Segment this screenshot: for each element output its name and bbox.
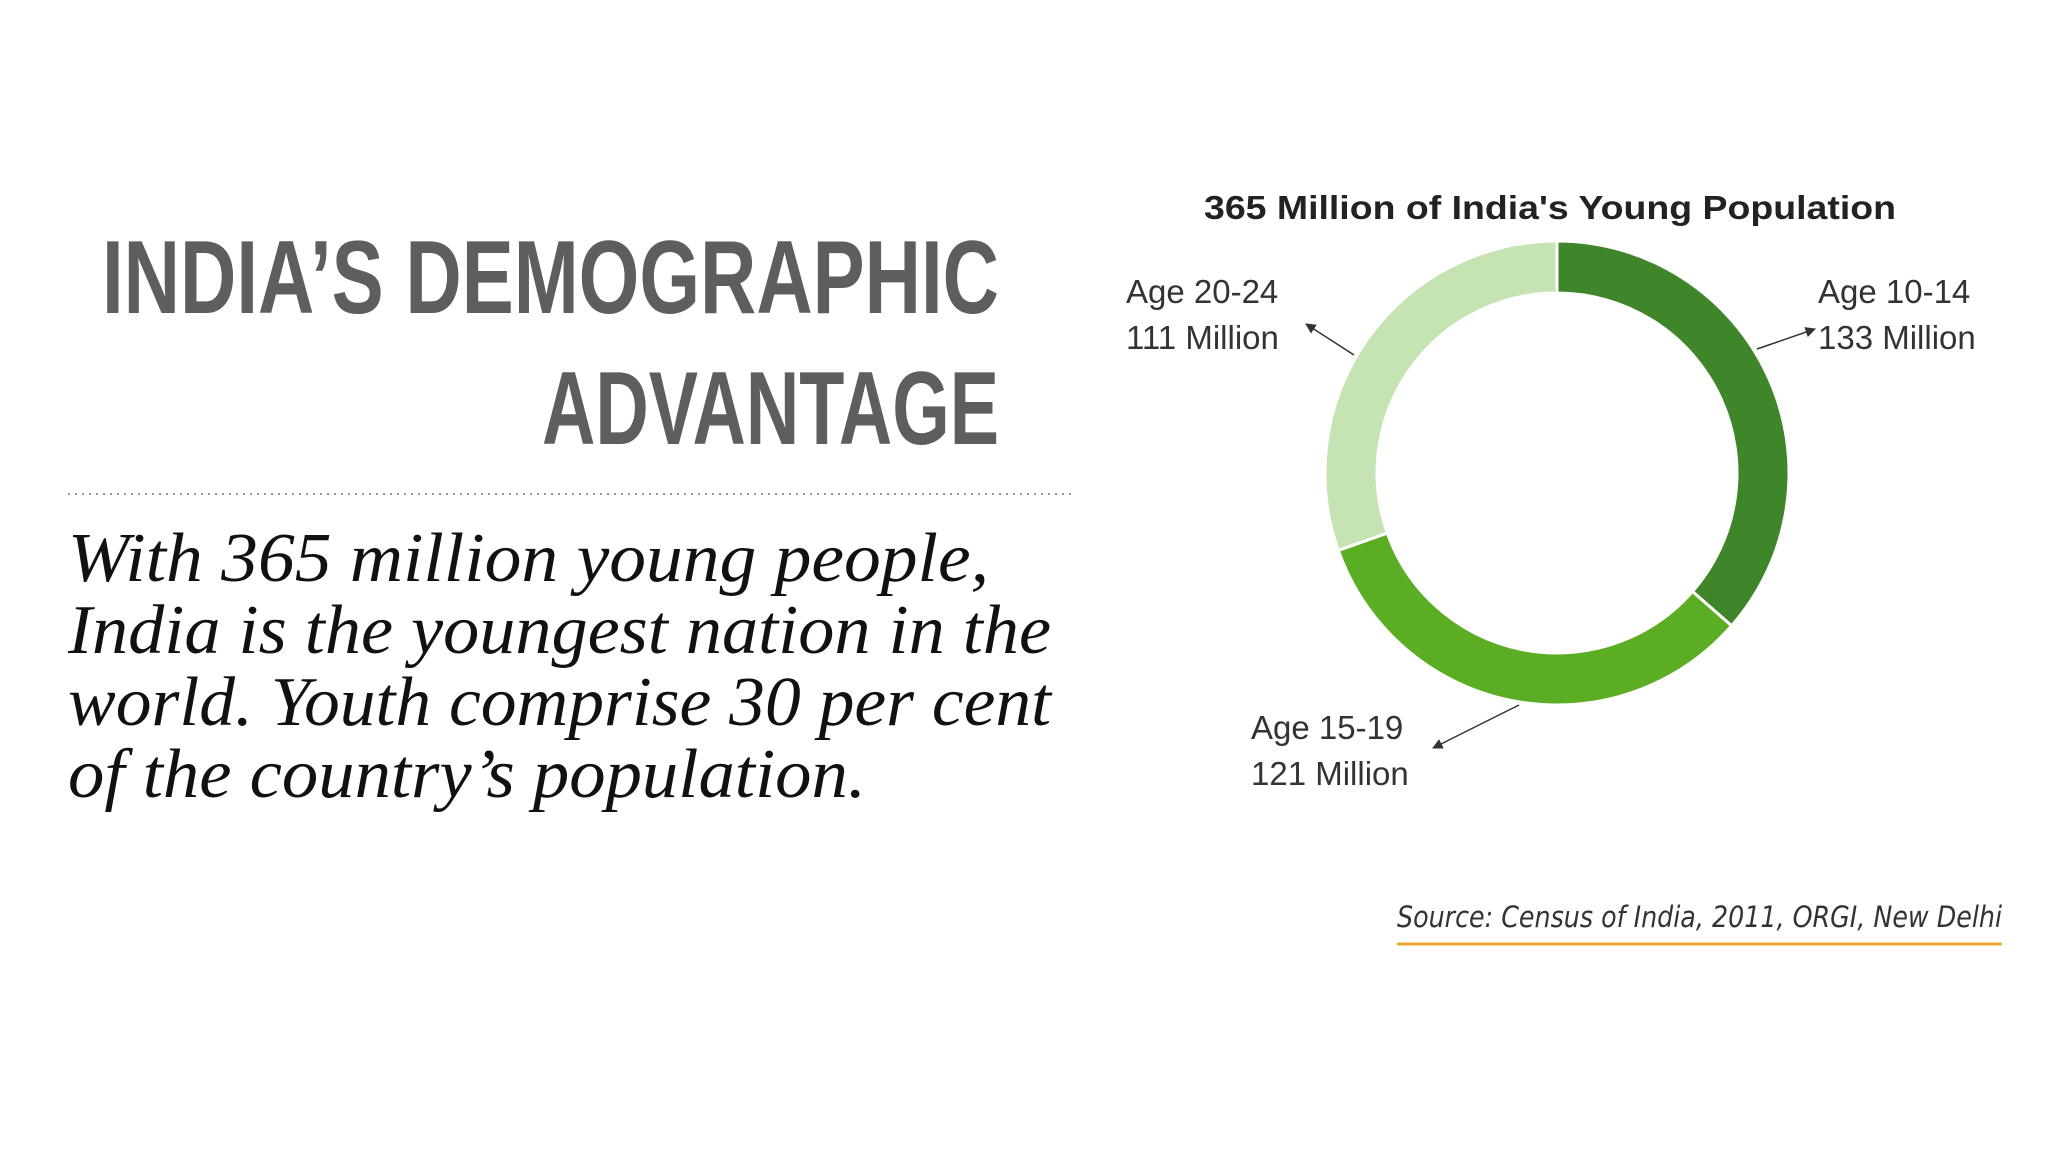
slide-title: INDIA’S DEMOGRAPHIC: [102, 220, 999, 336]
source: Source: Census of India, 2011, ORGI, New…: [1397, 900, 2002, 934]
value-label: 111 Million: [1126, 319, 1279, 356]
leader-arrow: [1305, 323, 1355, 356]
leader-arrow: [1432, 704, 1520, 749]
segment-label: Age 15-19: [1251, 709, 1403, 746]
donut-segment: [1323, 239, 1559, 553]
donut-segment: [1336, 531, 1734, 707]
segment-label: Age 10-14: [1818, 273, 1970, 310]
leader-arrow: [1756, 327, 1816, 350]
body-text: With 365 million young people,: [68, 520, 989, 597]
donut-segment: [1555, 239, 1791, 628]
value-label: 133 Million: [1818, 319, 1976, 356]
body-text: of the country’s population.: [68, 736, 866, 813]
body-text: world. Youth comprise 30 per cent: [68, 664, 1053, 741]
chart-title: 365 Million of India's Young Population: [1204, 189, 1896, 226]
value-label: 121 Million: [1251, 755, 1409, 792]
segment-label: Age 20-24: [1126, 273, 1278, 310]
slide-title: ADVANTAGE: [542, 351, 999, 467]
body-text: India is the youngest nation in the: [67, 592, 1051, 669]
